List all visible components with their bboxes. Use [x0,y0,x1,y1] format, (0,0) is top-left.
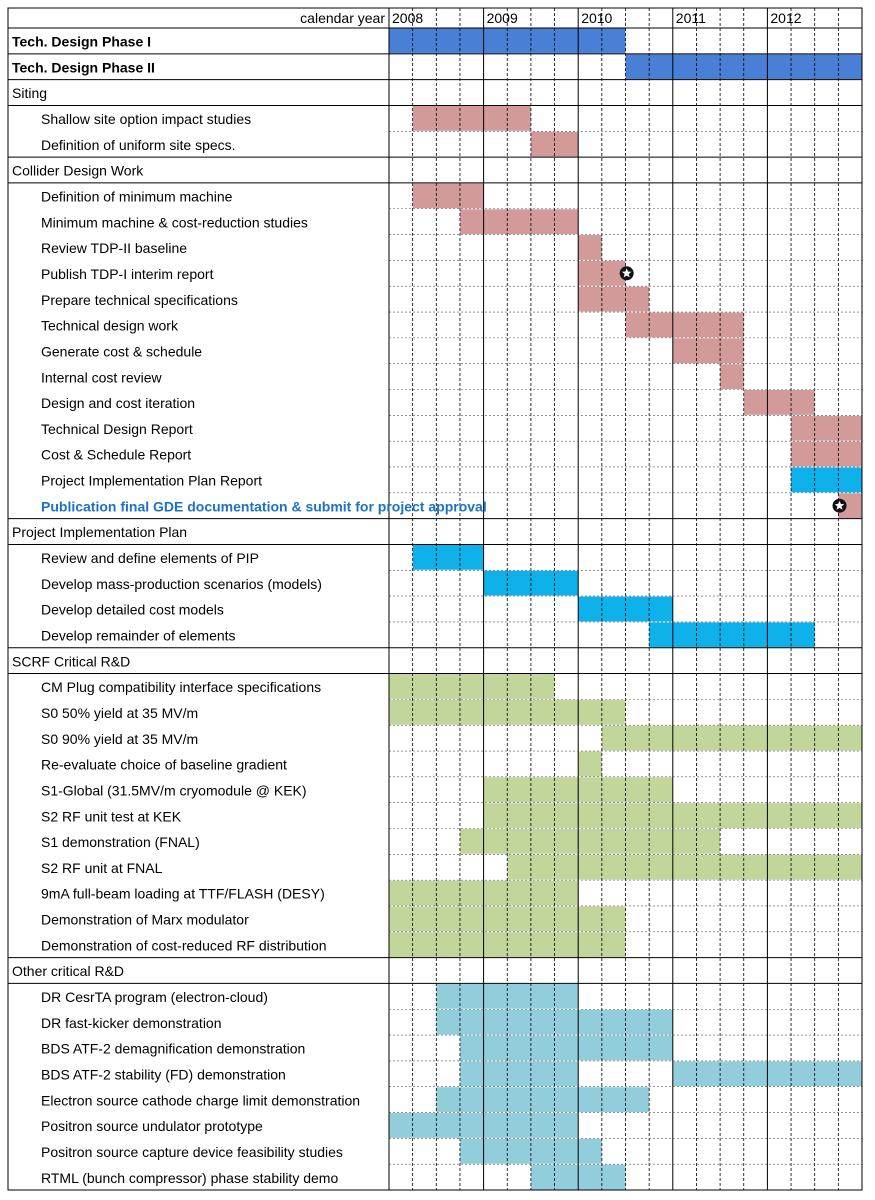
task-label: Positron source undulator prototype [41,1118,263,1134]
gantt-bar [649,622,815,648]
task-label: Review and define elements of PIP [41,550,259,566]
gantt-bar [743,390,815,415]
task-label: Develop mass-production scenarios (model… [41,576,322,592]
gantt-bar [791,441,862,467]
task-label: S1 demonstration (FNAL) [41,834,200,850]
task-label: Demonstration of cost-reduced RF distrib… [41,937,327,953]
task-label: S2 RF unit test at KEK [41,808,182,824]
section-label: Siting [12,85,47,101]
gantt-bar [578,235,602,260]
phase-label: Tech. Design Phase I [12,34,151,50]
header-label: calendar year [300,10,385,26]
task-label: Positron source capture device feasibili… [41,1144,343,1160]
task-label: Definition of uniform site specs. [41,137,236,153]
task-label: Re-evaluate choice of baseline gradient [41,757,287,773]
gantt-bar [412,544,484,570]
gantt-bar [412,183,484,209]
gantt-bar [436,1087,650,1113]
task-label: DR CesrTA program (electron-cloud) [41,989,268,1005]
task-label: S0 50% yield at 35 MV/m [41,705,198,721]
year-tick-label: 2010 [581,10,612,26]
gantt-bar [412,105,531,131]
task-label: Shallow site option impact studies [41,111,251,127]
gantt-bar [459,1035,673,1061]
milestone-star-icon [621,268,632,278]
task-label: Review TDP-II baseline [41,240,187,256]
gantt-bar [672,338,744,364]
milestones-layer [619,266,847,513]
gantt-bar [720,364,744,390]
task-label: Project Implementation Plan Report [41,473,262,489]
task-label: Technical design work [41,318,179,334]
task-label: Electron source cathode charge limit dem… [41,1092,360,1108]
task-label: Design and cost iteration [41,395,195,411]
task-label: CM Plug compatibility interface specific… [41,679,321,695]
milestone-star-icon [834,500,845,510]
task-label: DR fast-kicker demonstration [41,1015,222,1031]
task-label: S2 RF unit at FNAL [41,860,163,876]
task-label: BDS ATF-2 stability (FD) demonstration [41,1066,286,1082]
highlight-label: Publication final GDE documentation & su… [41,498,487,514]
task-label: Publish TDP-I interim report [41,266,214,282]
gantt-bar [459,1061,579,1087]
year-tick-label: 2009 [487,10,518,26]
task-label: Minimum machine & cost-reduction studies [41,214,308,230]
gantt-bar [578,286,650,312]
task-label: S0 90% yield at 35 MV/m [41,731,198,747]
task-label: Definition of minimum machine [41,189,233,205]
task-label: Technical Design Report [41,421,193,437]
gantt-bar [578,751,602,777]
header-layer: calendar year 2008 2009 2010 2011 2012 [300,10,802,26]
gantt-bar [838,493,862,519]
year-tick-label: 2012 [770,10,801,26]
gantt-bar [459,209,579,235]
gantt-bar [791,415,862,441]
labels-layer: Tech. Design Phase I Tech. Design Phase I… [12,34,487,1186]
section-label: SCRF Critical R&D [12,653,130,669]
task-label: Cost & Schedule Report [41,447,191,463]
gantt-bar [507,854,862,880]
task-label: Internal cost review [41,369,162,385]
gantt-bar [601,725,862,751]
gantt-bar [389,674,555,699]
task-label: S1-Global (31.5MV/m cryomodule @ KEK) [41,782,307,798]
year-tick-label: 2011 [676,10,706,26]
task-label: BDS ATF-2 demagnification demonstration [41,1041,305,1057]
chart-frame [7,7,863,1191]
task-label: 9mA full-beam loading at TTF/FLASH (DESY… [41,886,325,902]
task-label: Demonstration of Marx modulator [41,912,249,928]
task-label: Develop remainder of elements [41,628,236,644]
section-label: Project Implementation Plan [12,524,187,540]
section-label: Other critical R&D [12,963,124,979]
section-label: Collider Design Work [12,163,144,179]
task-label: Develop detailed cost models [41,602,224,618]
year-tick-label: 2008 [392,10,423,26]
task-label: Generate cost & schedule [41,343,202,359]
gridlines-layer [7,7,863,1191]
task-label: Prepare technical specifications [41,292,238,308]
gantt-bar [625,312,744,338]
phase-label: Tech. Design Phase II [12,59,155,75]
gantt-bar [791,467,862,493]
task-label: RTML (bunch compressor) phase stability … [41,1170,338,1186]
gantt-bar [459,828,721,854]
